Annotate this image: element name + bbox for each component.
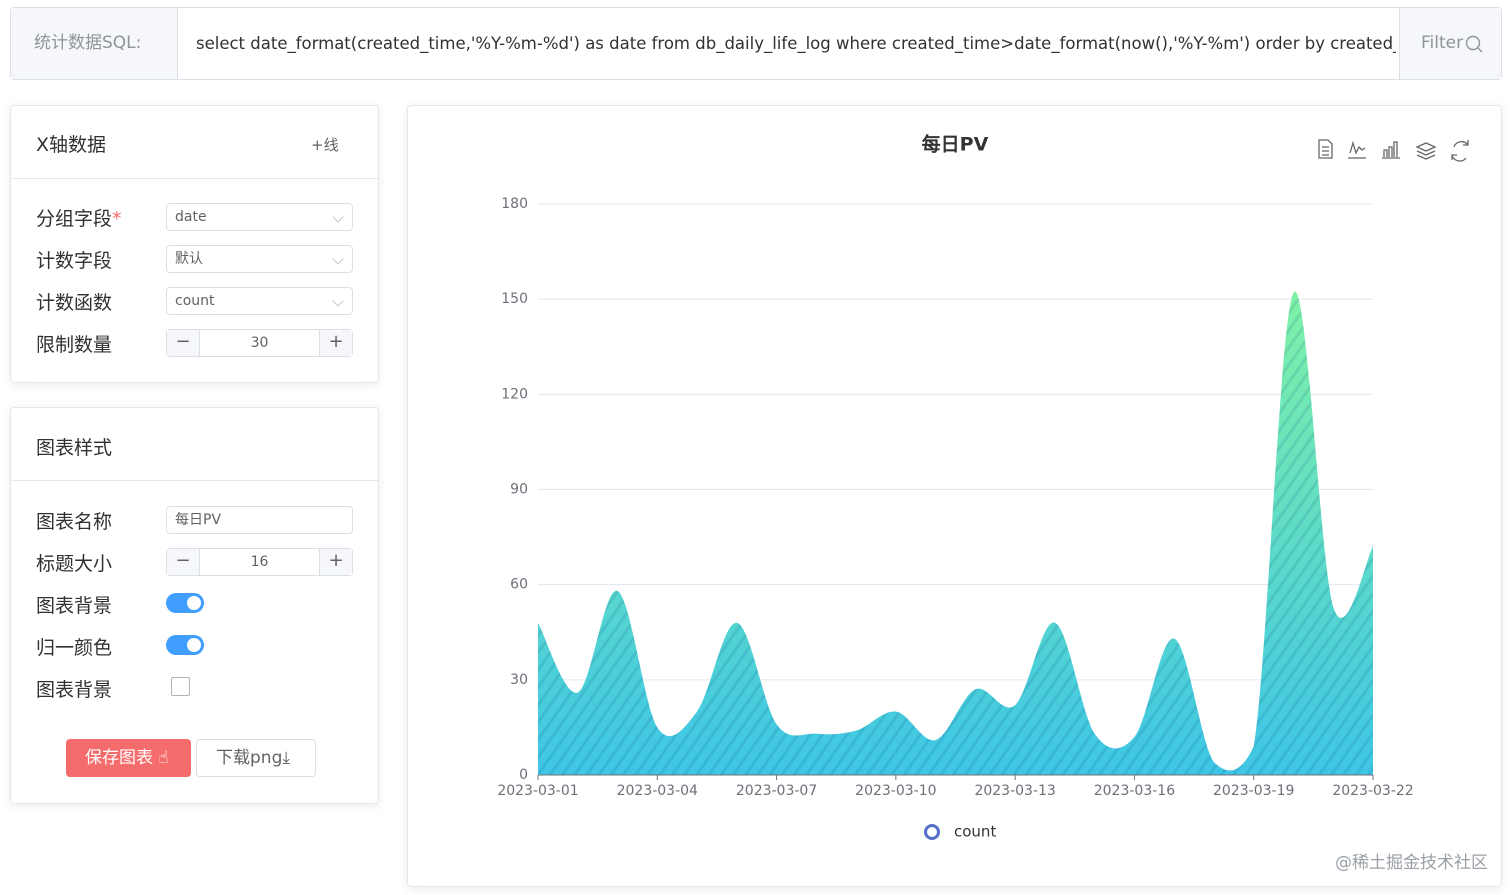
field-label: 图表背景 [36,595,113,617]
y-tick-label: 180 [501,196,528,212]
field-label: 计数函数 [36,292,113,314]
x-axis-panel: X轴数据 +线 分组字段* date 计数字段 默认 计数函数 count 限制… [10,105,379,383]
field-label: 图表名称 [36,511,113,533]
area-pattern [538,291,1373,775]
number-input[interactable]: −30 + [166,329,353,357]
x-tick-label: 2023-03-07 [736,783,817,799]
download-text: 下载png [216,748,283,768]
y-tick-label: 90 [510,482,528,498]
select-value: count [175,293,215,309]
chart-title: 每日PV [922,133,989,156]
search-icon [1465,35,1483,53]
sql-input[interactable]: select date_format(created_time,'%Y-%m-%… [196,34,1396,53]
field-label: 分组字段* [36,204,122,231]
panel-title: X轴数据 [36,134,107,156]
number-input[interactable]: −16 + [166,548,353,576]
y-tick-label: 0 [519,767,528,783]
required-mark: * [112,208,122,230]
divider [11,480,378,481]
y-tick-label: 60 [510,577,528,593]
stack-icon[interactable] [1415,142,1437,160]
number-value: 30 [250,335,269,351]
toolbox [1318,139,1469,162]
select[interactable]: 默认 [166,245,353,273]
field-label: 限制数量 [36,334,113,356]
panel-title: 图表样式 [36,437,113,459]
x-tick-label: 2023-03-22 [1332,783,1413,799]
field-label: 图表背景 [36,679,113,701]
filter-button[interactable]: Filter [1399,8,1501,79]
bar-icon[interactable] [1382,141,1400,159]
switch[interactable] [166,593,204,613]
select[interactable]: count [166,287,353,315]
y-tick-label: 30 [510,672,528,688]
legend-label: count [954,823,996,841]
number-value: 16 [250,554,269,570]
x-tick-label: 2023-03-13 [974,783,1055,799]
save-button[interactable]: 保存图表 ☝ [66,739,191,777]
x-tick-label: 2023-03-16 [1094,783,1175,799]
field-label: 标题大小 [36,553,113,575]
field-label: 归一颜色 [36,637,113,659]
style-panel: 图表样式 图表名称 每日PV 标题大小 −16 + 图表背景 归一颜色 图表背景 … [10,407,379,804]
x-tick-label: 2023-03-04 [617,783,698,799]
line-icon[interactable] [1348,140,1366,159]
switch[interactable] [166,635,204,655]
save-text: 保存图表 [85,748,153,768]
area [538,291,1373,775]
y-tick-label: 120 [501,386,528,402]
watermark: @稀土掘金技术社区 [1335,853,1488,873]
filter-text: Filter [1421,33,1464,53]
select-value: date [175,209,207,225]
y-tick-label: 150 [501,291,528,307]
select[interactable]: date [166,203,353,231]
divider [11,178,378,179]
add-line-button[interactable]: +线 [311,136,339,154]
download-button[interactable]: 下载png⤓ [196,739,316,777]
x-tick-label: 2023-03-01 [497,783,578,799]
field-label: 计数字段 [36,250,113,272]
chart: 每日PV 0 30 60 90 120 150 180 count 2023-03-01 2023… [497,133,1469,841]
sql-bar: 统计数据SQL: select date_format(created_time… [10,7,1502,80]
sql-label: 统计数据SQL: [11,8,178,79]
text-input[interactable]: 每日PV [166,506,353,534]
legend-icon [924,824,940,840]
x-tick-label: 2023-03-19 [1213,783,1294,799]
select-value: 默认 [175,251,203,267]
x-tick-label: 2023-03-10 [855,783,936,799]
checkbox[interactable] [171,677,190,696]
restore-icon[interactable] [1451,140,1469,162]
field-label-text: 分组字段 [36,208,113,230]
data-view-icon[interactable] [1318,139,1333,159]
